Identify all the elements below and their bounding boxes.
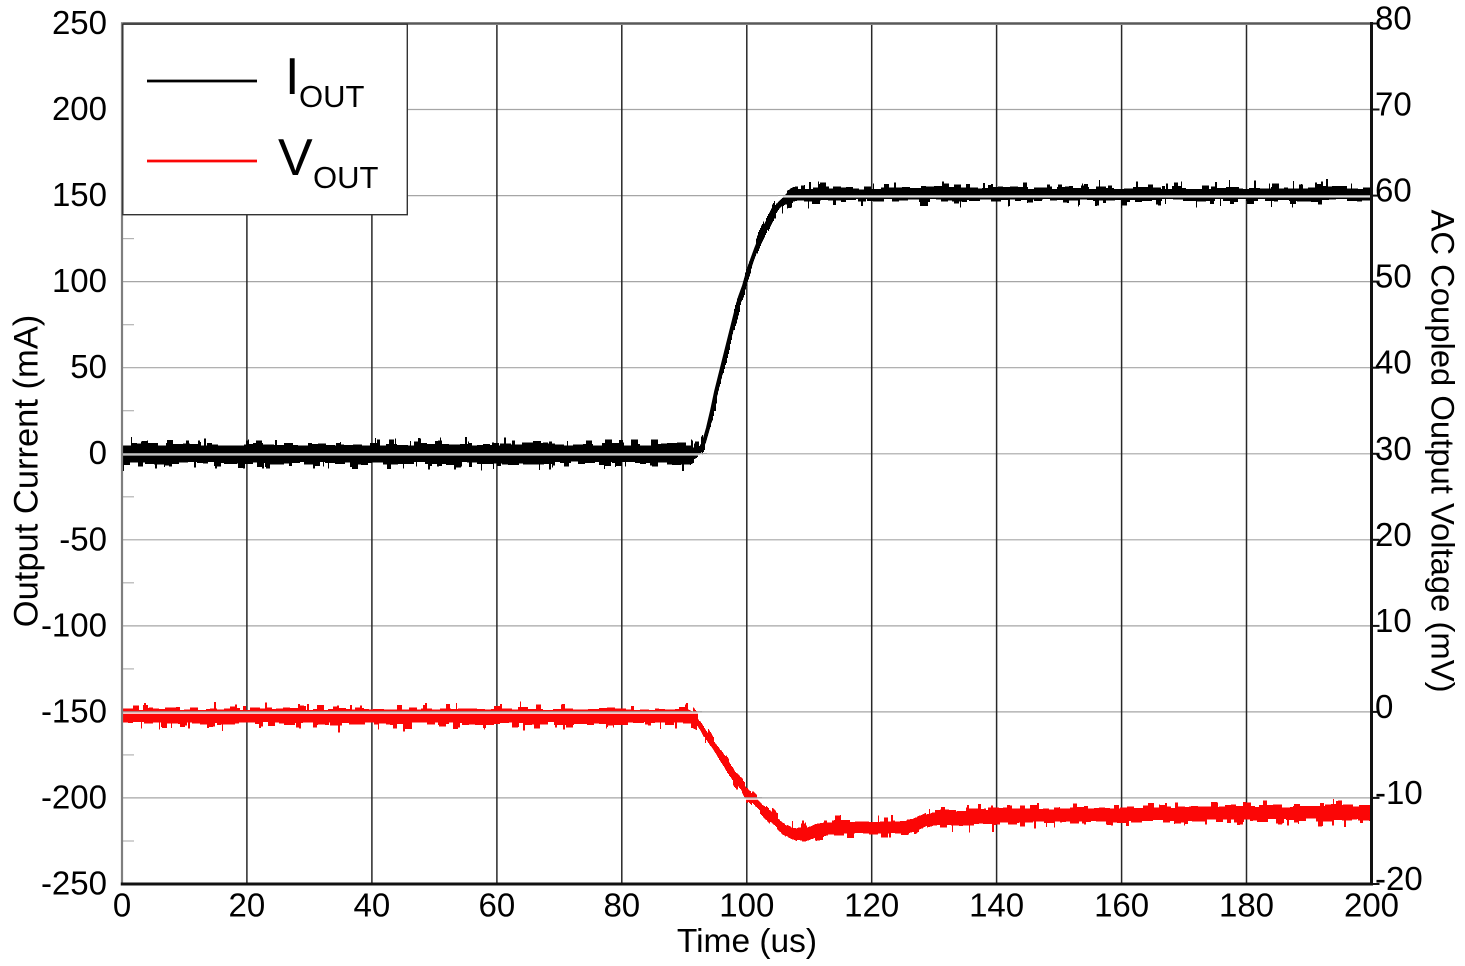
svg-text:AC Coupled Output Voltage (mV): AC Coupled Output Voltage (mV) <box>1425 209 1462 692</box>
svg-text:160: 160 <box>1094 887 1149 924</box>
svg-text:50: 50 <box>1375 258 1412 295</box>
svg-text:0: 0 <box>1375 688 1393 725</box>
svg-text:70: 70 <box>1375 86 1412 123</box>
svg-text:30: 30 <box>1375 430 1412 467</box>
svg-text:150: 150 <box>52 176 107 213</box>
svg-text:40: 40 <box>354 887 391 924</box>
svg-text:10: 10 <box>1375 602 1412 639</box>
svg-text:0: 0 <box>113 887 131 924</box>
svg-text:0: 0 <box>89 434 107 471</box>
svg-text:-10: -10 <box>1375 774 1423 811</box>
svg-text:OUT: OUT <box>299 79 365 114</box>
svg-text:100: 100 <box>52 262 107 299</box>
svg-text:Output Current (mA): Output Current (mA) <box>8 315 46 628</box>
svg-text:Time (us): Time (us) <box>677 923 817 960</box>
svg-text:50: 50 <box>70 348 107 385</box>
svg-text:40: 40 <box>1375 344 1412 381</box>
svg-text:-150: -150 <box>41 692 107 729</box>
svg-text:140: 140 <box>969 887 1024 924</box>
svg-text:80: 80 <box>1375 0 1412 37</box>
svg-text:100: 100 <box>719 887 774 924</box>
svg-text:200: 200 <box>52 90 107 127</box>
svg-text:-200: -200 <box>41 778 107 815</box>
svg-text:-100: -100 <box>41 606 107 643</box>
svg-text:-50: -50 <box>59 520 107 557</box>
svg-text:-250: -250 <box>41 865 107 902</box>
svg-text:60: 60 <box>479 887 516 924</box>
svg-text:20: 20 <box>1375 516 1412 553</box>
svg-text:200: 200 <box>1344 887 1399 924</box>
svg-text:-20: -20 <box>1375 860 1423 897</box>
svg-text:120: 120 <box>844 887 899 924</box>
svg-text:80: 80 <box>603 887 640 924</box>
svg-text:180: 180 <box>1219 887 1274 924</box>
svg-text:OUT: OUT <box>313 160 379 195</box>
svg-text:V: V <box>278 129 313 187</box>
svg-text:250: 250 <box>52 4 107 41</box>
svg-text:I: I <box>285 48 299 106</box>
svg-text:60: 60 <box>1375 172 1412 209</box>
svg-text:20: 20 <box>229 887 266 924</box>
